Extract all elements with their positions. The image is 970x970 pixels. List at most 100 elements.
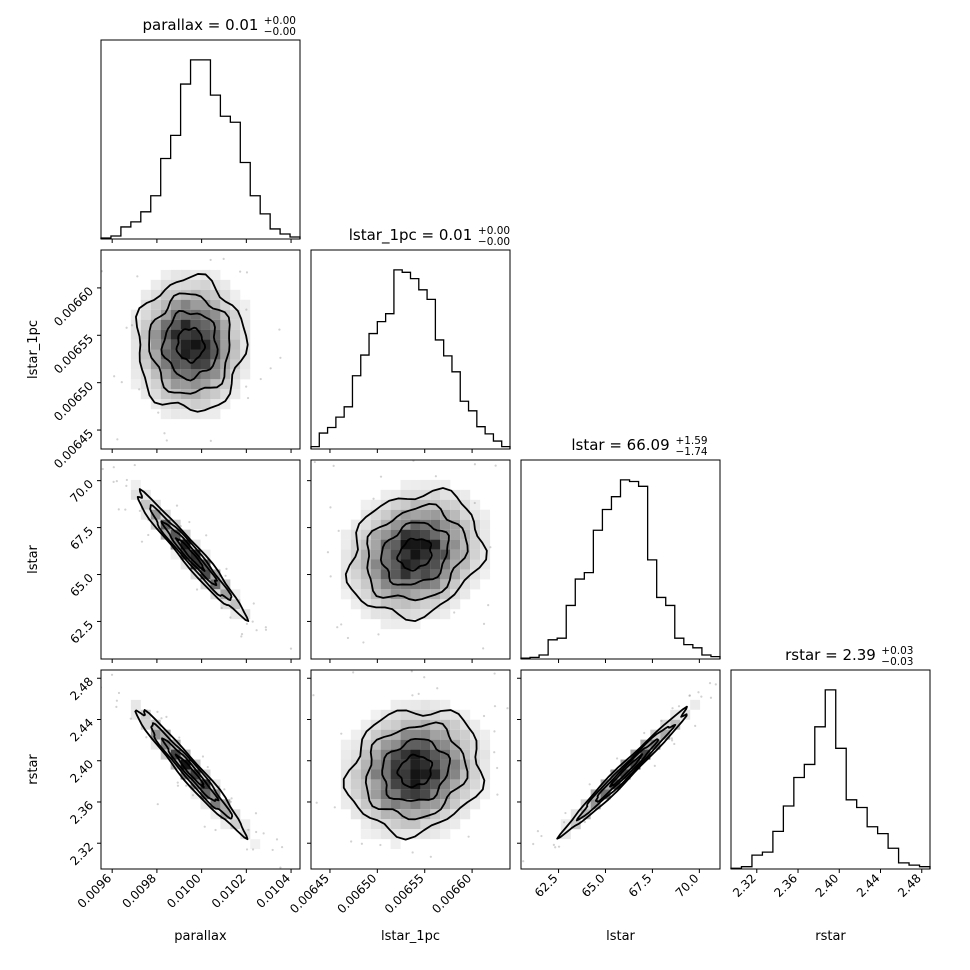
scatter-point	[338, 331, 340, 333]
scatter-point	[262, 832, 265, 835]
density-cell	[410, 479, 421, 490]
scatter-point	[133, 457, 135, 459]
density-cell	[220, 819, 231, 830]
density-cell	[390, 699, 401, 710]
scatter-point	[125, 484, 128, 487]
density-cell	[200, 399, 211, 410]
histogram-bin	[888, 848, 898, 869]
scatter-point	[506, 707, 509, 710]
density-cell	[160, 319, 171, 330]
density-cell	[370, 789, 381, 800]
density-cell	[410, 549, 421, 560]
panel-title-rstar: rstar = 2.39	[785, 646, 876, 664]
histogram-bin	[419, 290, 427, 449]
density-cell	[340, 759, 351, 770]
density-cell	[130, 309, 141, 320]
title-upper-error: +0.03	[881, 645, 913, 657]
density-cell	[410, 489, 421, 500]
y-tick-label: 62.5	[67, 618, 96, 647]
density-cell	[380, 559, 391, 570]
density-cell	[200, 279, 211, 290]
scatter-point	[553, 704, 555, 706]
density-cell	[370, 809, 381, 820]
scatter-point	[660, 719, 663, 722]
scatter-point	[346, 636, 350, 640]
density-cell	[230, 609, 241, 620]
histogram-step-rstar	[730, 689, 931, 869]
density-cell	[460, 779, 471, 790]
density-cell	[430, 549, 441, 560]
histogram-bin	[151, 196, 161, 239]
panel-frame	[100, 459, 301, 660]
density-cell	[390, 779, 401, 790]
density-cell	[420, 609, 431, 620]
scatter-point	[333, 806, 336, 809]
scatter-point	[487, 604, 490, 607]
density-cell	[380, 589, 391, 600]
density-cell	[190, 329, 201, 340]
density-cell	[210, 359, 221, 370]
scatter-point	[708, 682, 712, 685]
scatter-point	[494, 464, 497, 467]
scatter-point	[563, 821, 566, 824]
density-grid	[101, 457, 293, 650]
density-cell	[340, 579, 351, 590]
scatter-point	[96, 355, 98, 357]
density-cell	[170, 349, 181, 360]
density-cell	[230, 369, 241, 380]
scatter-point	[113, 375, 116, 378]
density-cell	[180, 349, 191, 360]
density-cell	[370, 799, 381, 810]
density-cell	[150, 309, 161, 320]
density-cell	[170, 299, 181, 310]
scatter-point	[410, 670, 413, 673]
density-cell	[400, 809, 411, 820]
density-cell	[160, 309, 171, 320]
density-cell	[360, 579, 371, 590]
density-cell	[350, 559, 361, 570]
density-cell	[410, 799, 421, 810]
density-cell	[470, 719, 481, 730]
density-grid	[96, 250, 340, 485]
density-cell	[340, 549, 351, 560]
density-cell	[370, 519, 381, 530]
density-cell	[360, 509, 371, 520]
histogram-bin	[319, 433, 327, 449]
density-cell	[170, 269, 181, 280]
density-cell	[420, 539, 431, 550]
density-cell	[390, 759, 401, 770]
scatter-point	[254, 812, 258, 815]
density-cell	[400, 569, 411, 580]
x-tick-label: 70.0	[673, 871, 702, 900]
contour-line	[364, 721, 469, 821]
density-cell	[360, 529, 371, 540]
density-cell	[430, 729, 441, 740]
scatter-point	[331, 938, 333, 940]
density-cell	[160, 369, 171, 380]
panel-frame	[730, 669, 931, 870]
scatter-point	[643, 731, 646, 735]
density-grid	[312, 670, 555, 858]
scatter-point	[796, 604, 798, 606]
scatter-point	[264, 626, 267, 629]
histogram-bin	[783, 806, 793, 869]
density-cell	[440, 539, 451, 550]
histogram-bin	[191, 60, 201, 239]
density-cell	[130, 319, 141, 330]
contour-line	[575, 723, 677, 822]
x-tick-label: 2.32	[730, 871, 759, 900]
density-cell	[460, 579, 471, 590]
density-cell	[200, 329, 211, 340]
density-cell	[190, 319, 201, 330]
density-cell	[200, 379, 211, 390]
density-cell	[210, 289, 221, 300]
density-cell	[420, 759, 431, 770]
histogram-bin	[557, 638, 566, 659]
density-cell	[410, 519, 421, 530]
scatter-point	[133, 463, 136, 467]
density-cell	[360, 769, 371, 780]
density-cell	[360, 549, 371, 560]
scatter-point	[120, 483, 122, 485]
density-cell	[140, 319, 151, 330]
density-cell	[570, 819, 581, 830]
